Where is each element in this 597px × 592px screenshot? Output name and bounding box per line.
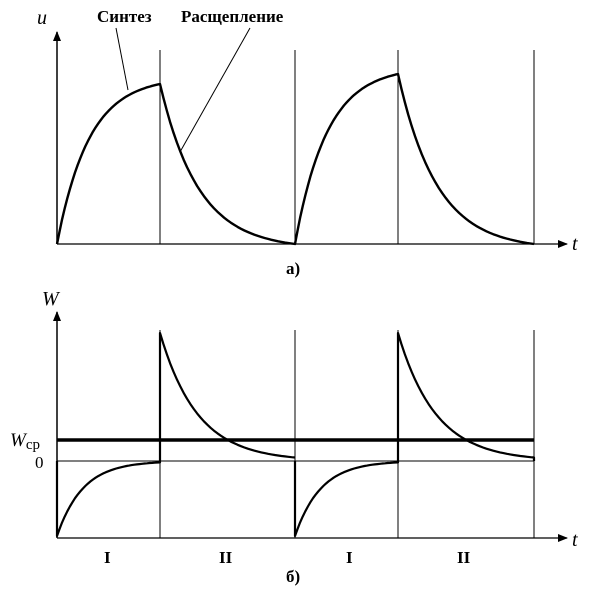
phase-label-4: II xyxy=(457,548,471,567)
panel-b-zero-label: 0 xyxy=(35,453,44,472)
synthesis-leader-line xyxy=(115,27,129,91)
splitting-label: Расщепление xyxy=(181,7,284,26)
panel-b-average-label-sub: ср xyxy=(26,437,40,453)
phase-label-3: I xyxy=(346,548,353,567)
panel-a-y-label: u xyxy=(37,7,47,29)
splitting-leader-line xyxy=(179,27,251,153)
panel-a-x-label: t xyxy=(572,233,578,255)
synthesis-label: Синтез xyxy=(97,7,152,26)
panel-b: W t Wср 0 I II I II б) xyxy=(10,288,578,586)
phase-label-1: I xyxy=(104,548,111,567)
phase-label-2: II xyxy=(219,548,233,567)
panel-a: u t Синтез Расщепление а) xyxy=(37,7,578,278)
panel-a-u-curve xyxy=(55,72,535,246)
panel-a-caption: а) xyxy=(286,259,300,278)
panel-b-w-curve xyxy=(55,331,536,538)
panel-b-caption: б) xyxy=(286,567,300,586)
panel-b-x-label: t xyxy=(572,529,578,551)
panel-b-average-label: Wср xyxy=(10,430,40,453)
panel-b-average-label-main: W xyxy=(10,430,28,451)
panel-b-y-label: W xyxy=(42,288,61,310)
